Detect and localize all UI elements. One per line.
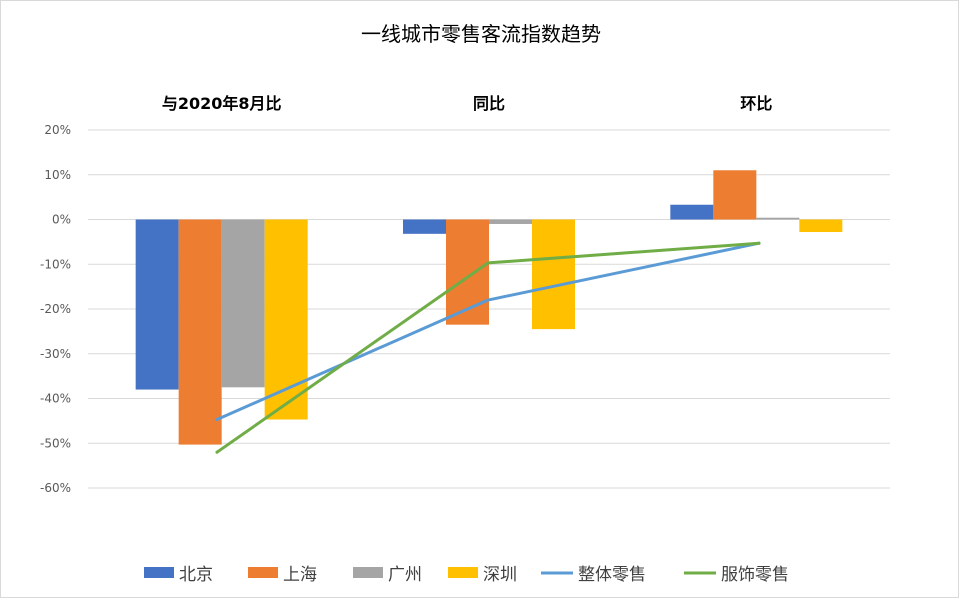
category-label: 同比 [473,94,505,113]
y-tick-label: 20% [44,123,71,137]
bars [135,170,843,445]
category-label: 环比 [740,94,772,113]
y-tick-label: -30% [40,347,71,361]
bar-深圳 [799,219,843,233]
legend-label-广州: 广州 [388,565,422,585]
point-整体零售 [486,298,490,302]
bar-广州 [221,219,265,388]
y-tick-label: -50% [40,436,71,450]
legend-swatch-上海 [248,567,278,578]
category-label: 与2020年8月比 [162,94,282,113]
y-axis-ticks: 20% 10% 0% -10% -20% -30% -40% -50% -60% [40,123,71,495]
legend-label-服饰零售: 服饰零售 [721,565,789,585]
legend-label-整体零售: 整体零售 [578,565,646,585]
legend-swatch-广州 [353,567,383,578]
bar-北京 [135,219,179,390]
legend-label-北京: 北京 [179,565,213,585]
point-整体零售 [215,418,219,422]
bar-上海 [713,170,757,220]
y-tick-label: -40% [40,392,71,406]
chart-title: 一线城市零售客流指数趋势 [361,22,601,46]
y-tick-label: -20% [40,302,71,316]
category-labels: 与2020年8月比 同比 环比 [162,94,773,113]
bar-广州 [756,217,800,220]
bar-北京 [403,219,446,234]
lines [215,241,761,454]
point-服饰零售 [757,241,761,245]
point-服饰零售 [215,450,219,454]
legend-label-上海: 上海 [283,565,317,585]
bar-上海 [178,219,222,445]
legend: 北京 上海 广州 深圳 整体零售 服饰零售 [144,565,789,585]
legend-label-深圳: 深圳 [483,565,517,585]
y-tick-label: -60% [40,481,71,495]
bar-深圳 [264,219,308,420]
point-服饰零售 [486,261,490,265]
legend-swatch-深圳 [448,567,478,578]
bar-上海 [446,219,489,325]
y-tick-label: 10% [44,168,71,182]
y-tick-label: 0% [52,213,71,227]
bar-深圳 [532,219,575,330]
y-tick-label: -10% [40,257,71,271]
bar-广州 [489,219,532,224]
bar-北京 [670,204,714,220]
legend-swatch-北京 [144,567,174,578]
